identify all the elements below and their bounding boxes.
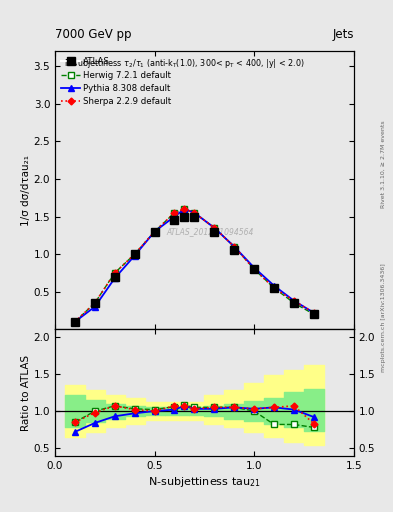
Text: ATLAS_2012_I1094564: ATLAS_2012_I1094564 <box>167 227 254 237</box>
Legend: ATLAS, Herwig 7.2.1 default, Pythia 8.308 default, Sherpa 2.2.9 default: ATLAS, Herwig 7.2.1 default, Pythia 8.30… <box>59 55 173 108</box>
Text: Rivet 3.1.10, ≥ 2.7M events: Rivet 3.1.10, ≥ 2.7M events <box>381 120 386 208</box>
X-axis label: N-subjettiness tau$_{21}$: N-subjettiness tau$_{21}$ <box>148 475 261 489</box>
Text: Jets: Jets <box>332 28 354 41</box>
Text: mcplots.cern.ch [arXiv:1306.3436]: mcplots.cern.ch [arXiv:1306.3436] <box>381 263 386 372</box>
Y-axis label: 1/σ dσ/dτau₂₁: 1/σ dσ/dτau₂₁ <box>21 155 31 226</box>
Y-axis label: Ratio to ATLAS: Ratio to ATLAS <box>21 354 31 431</box>
Text: N-subjettiness $\tau_2/\tau_1$ (anti-k$_\mathrm{T}$(1.0), 300< p$_\mathrm{T}$ < : N-subjettiness $\tau_2/\tau_1$ (anti-k$_… <box>64 57 305 70</box>
Text: 7000 GeV pp: 7000 GeV pp <box>55 28 132 41</box>
